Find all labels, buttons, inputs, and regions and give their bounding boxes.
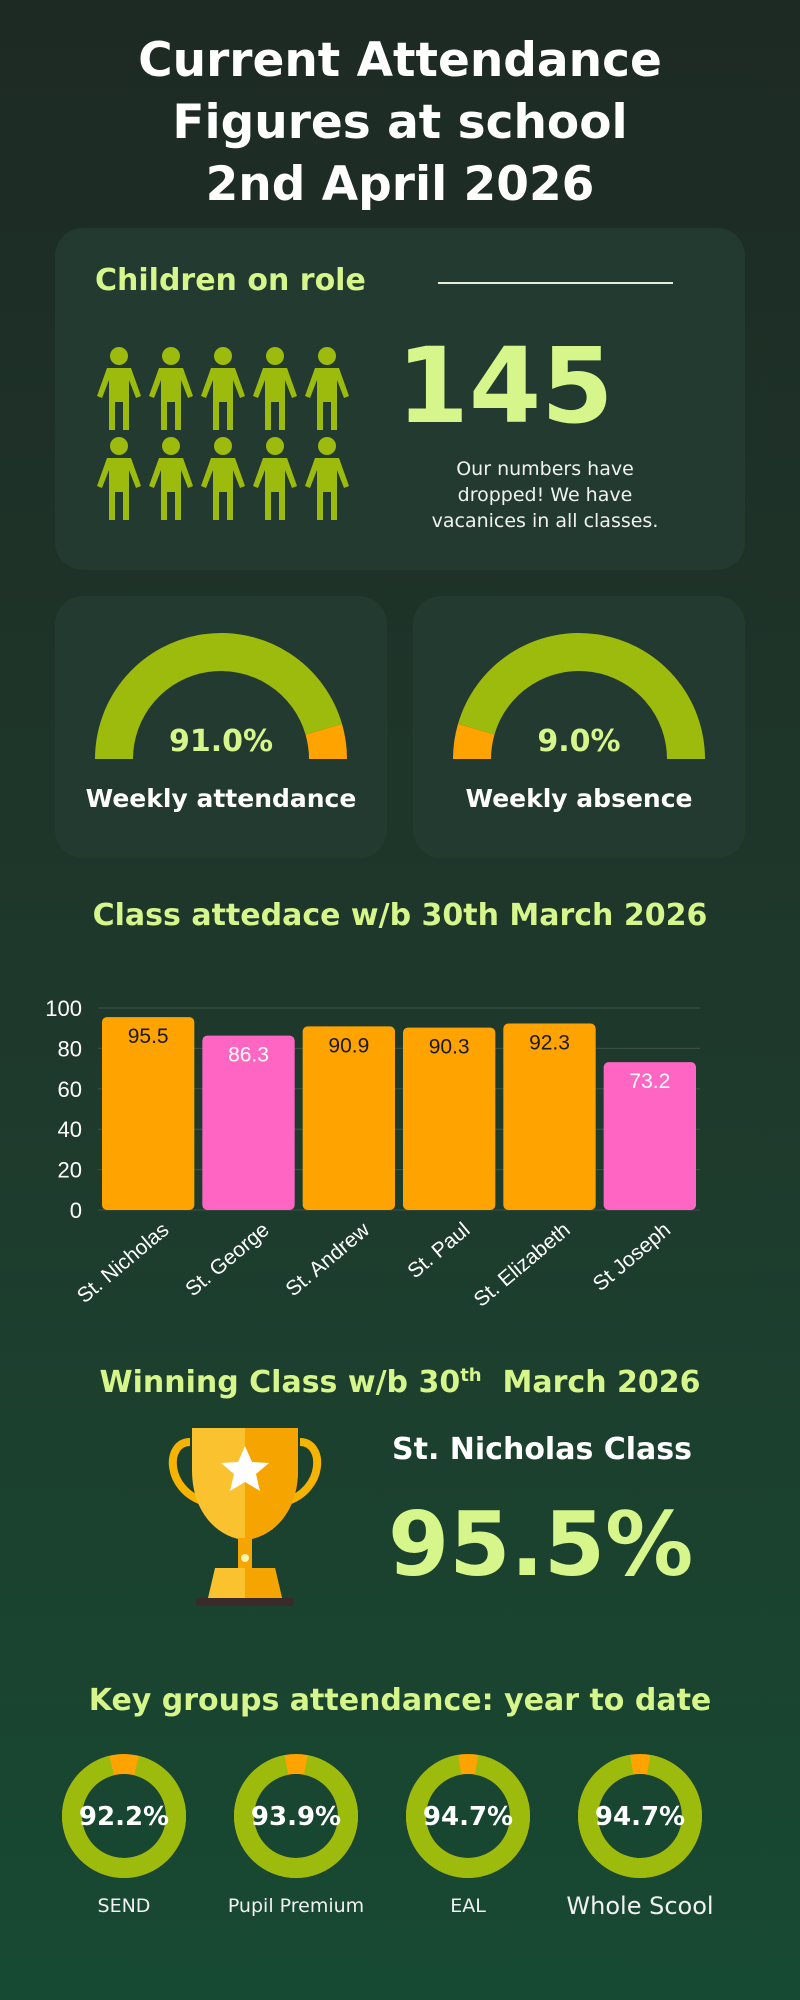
winner-heading-pre: Winning Class w/b 30 — [99, 1365, 461, 1400]
divider-line — [438, 282, 673, 284]
person-icon — [201, 347, 245, 430]
bar — [302, 1026, 395, 1210]
group-donut: 94.7% — [578, 1754, 702, 1878]
person-icon — [149, 347, 193, 430]
gauge-fill — [453, 723, 495, 760]
winner-heading: Winning Class w/b 30th March 2026 — [0, 1365, 800, 1400]
title-line-1: Current Attendance — [138, 33, 662, 88]
gauge-remainder — [458, 633, 705, 760]
person-icon — [97, 437, 141, 520]
group-label: EAL — [450, 1895, 486, 1917]
bar-value-label: 92.3 — [529, 1032, 570, 1055]
children-count: 145 — [396, 325, 614, 447]
x-tick-label: St. Paul — [403, 1218, 474, 1283]
x-tick-label: St. Andrew — [281, 1218, 374, 1301]
group-donut: 94.7% — [406, 1754, 530, 1878]
gauge-fill — [95, 633, 342, 760]
person-icon — [149, 437, 193, 520]
person-icon — [201, 437, 245, 520]
y-tick-label: 0 — [70, 1198, 82, 1223]
class-attendance-chart: 0 20 40 60 80 100 95.5 St. Nicholas 86.3 St. Geor… — [45, 996, 700, 1312]
y-tick-label: 100 — [45, 996, 82, 1021]
person-icon — [305, 437, 349, 520]
group-label: Whole Scool — [566, 1892, 714, 1920]
winner-heading-post: March 2026 — [481, 1365, 701, 1400]
class-chart-heading: Class attedace w/b 30th March 2026 — [92, 898, 708, 933]
bar-value-label: 86.3 — [228, 1044, 269, 1067]
bar-value-label: 90.3 — [429, 1036, 470, 1059]
group-value: 92.2% — [79, 1802, 169, 1832]
page-title: Current Attendance Figures at school 2nd… — [0, 30, 800, 216]
weekly-attendance-card: 91.0% Weekly attendance — [55, 596, 387, 858]
group-donut: 92.2% — [62, 1754, 186, 1878]
role-note: Our numbers have dropped! We have vacani… — [431, 458, 659, 532]
person-icon — [97, 347, 141, 430]
donut-fill — [578, 1754, 702, 1878]
y-tick-label: 40 — [58, 1117, 82, 1142]
donut-fill — [406, 1754, 530, 1878]
absence-gauge: 9.0% — [453, 633, 705, 760]
bar — [102, 1017, 195, 1210]
y-tick-label: 20 — [58, 1158, 82, 1183]
bar — [202, 1035, 295, 1210]
y-tick-label: 60 — [58, 1077, 82, 1102]
bar — [503, 1023, 596, 1210]
winner-heading-sup: th — [460, 1365, 482, 1386]
group-label: SEND — [97, 1895, 151, 1917]
y-tick-label: 80 — [58, 1036, 82, 1061]
donut-fill — [62, 1754, 186, 1878]
x-tick-label: St. Elizabeth — [470, 1218, 575, 1311]
winner-percentage: 95.5% — [388, 1493, 694, 1596]
attendance-gauge: 91.0% — [95, 633, 347, 760]
winner-class-name: St. Nicholas Class — [392, 1432, 693, 1467]
group-donut: 93.9% — [234, 1754, 358, 1878]
bar-value-label: 95.5 — [128, 1025, 169, 1048]
title-line-3: 2nd April 2026 — [205, 157, 595, 212]
bar — [603, 1062, 696, 1210]
absence-value: 9.0% — [537, 724, 620, 759]
bar-value-label: 73.2 — [629, 1070, 670, 1093]
x-tick-label: St Joseph — [589, 1218, 675, 1296]
person-icon — [253, 437, 297, 520]
weekly-absence-card: 9.0% Weekly absence — [413, 596, 745, 858]
trophy-icon — [168, 1428, 322, 1606]
title-line-2: Figures at school — [172, 95, 628, 150]
x-tick-label: St. Nicholas — [73, 1218, 174, 1308]
attendance-label: Weekly attendance — [85, 784, 357, 813]
bar — [403, 1027, 496, 1210]
x-tick-label: St. George — [181, 1218, 274, 1301]
person-icon — [305, 347, 349, 430]
group-value: 94.7% — [595, 1802, 685, 1832]
absence-label: Weekly absence — [465, 784, 693, 813]
groups-heading: Key groups attendance: year to date — [88, 1683, 712, 1718]
bar-value-label: 90.9 — [328, 1034, 369, 1057]
person-icon — [253, 347, 297, 430]
group-value: 94.7% — [423, 1802, 513, 1832]
children-on-role-card: Children on role 145 Our numbers have dr… — [55, 228, 745, 570]
group-value: 93.9% — [251, 1802, 341, 1832]
gauge-remainder — [305, 723, 347, 760]
group-label: Pupil Premium — [227, 1895, 365, 1917]
donut-fill — [234, 1754, 358, 1878]
people-icon-grid — [97, 347, 349, 520]
role-heading: Children on role — [95, 263, 366, 298]
attendance-value: 91.0% — [169, 724, 273, 759]
